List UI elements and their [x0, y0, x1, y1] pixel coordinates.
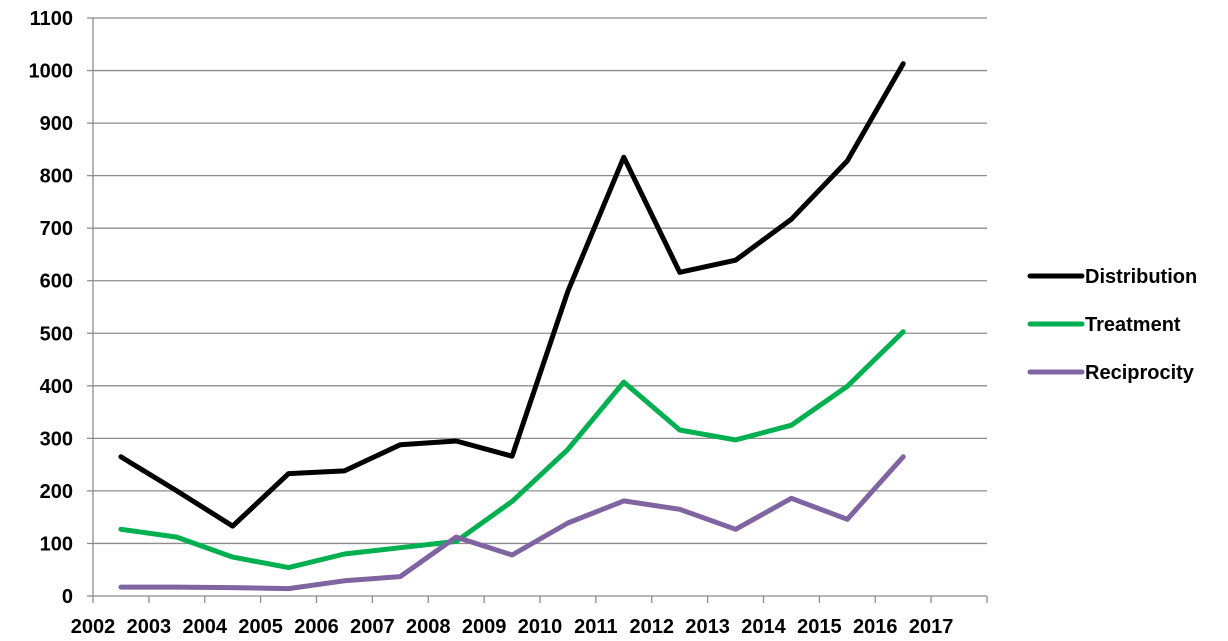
x-tick-label: 2015 — [797, 616, 842, 638]
x-axis-ticks: 2002 2003 2004 2005 2006 2007 2008 2009 2010 2011… — [71, 616, 954, 638]
series-line-distribution — [118, 61, 906, 529]
gridlines — [93, 17, 987, 545]
x-tick-label: 2011 — [574, 616, 617, 638]
x-tick-label: 2005 — [238, 616, 283, 638]
y-tick-label: 500 — [40, 323, 73, 345]
legend-label-treatment: Treatment — [1085, 314, 1181, 336]
y-tick-label: 400 — [40, 376, 73, 398]
y-tick-label: 0 — [62, 586, 73, 608]
series-lines — [118, 61, 906, 592]
y-tick-label: 1000 — [29, 61, 74, 83]
y-tick-label: 300 — [40, 428, 73, 450]
y-tick-label: 100 — [40, 533, 73, 555]
x-tick-label: 2013 — [685, 616, 730, 638]
x-tick-label: 2003 — [127, 616, 172, 638]
x-tick-label: 2004 — [183, 616, 228, 638]
y-tick-label: 1100 — [30, 8, 73, 30]
y-tick-label: 800 — [40, 166, 73, 188]
x-tick-label: 2008 — [406, 616, 451, 638]
x-tick-label: 2014 — [741, 616, 786, 638]
x-tick-label: 2007 — [350, 616, 395, 638]
axes — [87, 17, 988, 603]
y-tick-label: 700 — [40, 218, 73, 240]
x-tick-label: 2009 — [462, 616, 507, 638]
x-tick-label: 2006 — [294, 616, 339, 638]
y-axis-ticks: 0 100 200 300 400 500 600 700 800 900 1000 1100 — [29, 8, 74, 608]
y-tick-label: 900 — [40, 113, 73, 135]
x-tick-label: 2012 — [630, 616, 675, 638]
legend-label-reciprocity: Reciprocity — [1085, 362, 1195, 384]
x-tick-label: 2002 — [71, 616, 116, 638]
y-tick-label: 200 — [40, 481, 73, 503]
legend: Distribution Treatment Reciprocity — [1027, 266, 1197, 384]
y-tick-label: 600 — [40, 271, 73, 293]
legend-label-distribution: Distribution — [1085, 266, 1197, 288]
x-tick-label: 2010 — [518, 616, 563, 638]
x-tick-label: 2017 — [909, 616, 954, 638]
x-tick-label: 2016 — [853, 616, 898, 638]
